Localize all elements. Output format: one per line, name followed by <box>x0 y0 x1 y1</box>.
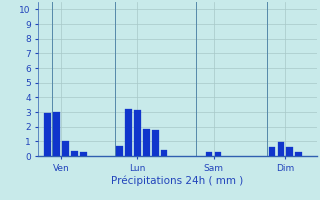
X-axis label: Précipitations 24h ( mm ): Précipitations 24h ( mm ) <box>111 175 244 186</box>
Bar <box>161 150 167 156</box>
Bar <box>71 151 78 156</box>
Bar <box>286 147 293 156</box>
Bar <box>206 152 212 156</box>
Bar <box>215 152 221 156</box>
Bar <box>277 142 284 156</box>
Bar <box>116 146 123 156</box>
Bar <box>44 113 51 156</box>
Bar <box>125 109 132 156</box>
Bar <box>53 112 60 156</box>
Bar <box>152 130 158 156</box>
Bar <box>295 152 302 156</box>
Bar <box>62 141 69 156</box>
Bar <box>80 152 87 156</box>
Bar <box>268 147 275 156</box>
Bar <box>134 110 140 156</box>
Bar <box>143 129 149 156</box>
